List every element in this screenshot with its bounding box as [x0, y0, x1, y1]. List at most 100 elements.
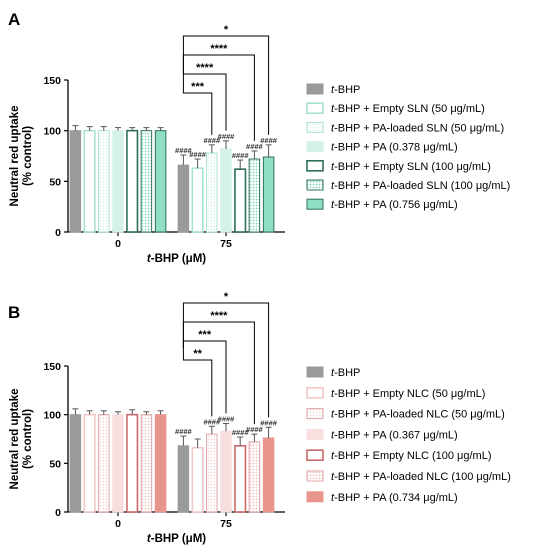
bar-1-1 [191, 167, 204, 233]
legend-swatch [306, 428, 324, 440]
significance-bracket [182, 340, 227, 414]
legend-entry: t-BHP + PA (0.367 μg/mL) [331, 429, 458, 441]
bar-0-2 [98, 130, 110, 233]
bar-1-6 [262, 437, 275, 513]
legend-entry: t-BHP + Empty SLN (50 μg/mL) [331, 103, 485, 115]
significance-bracket [182, 321, 255, 425]
significance-label: *** [198, 329, 212, 341]
significance-label: * [224, 24, 229, 36]
bar-0-5 [140, 414, 153, 513]
y-axis-label-unit: (% control) [22, 409, 34, 469]
bar-1-2 [206, 433, 218, 513]
x-tick-label: 0 [115, 518, 121, 530]
significance-label: **** [196, 62, 214, 74]
bar-0-4 [126, 129, 139, 233]
hash-label: #### [246, 142, 264, 151]
bar-1-1 [191, 446, 204, 513]
y-tick-label: 0 [55, 227, 61, 239]
bar-1-4 [234, 168, 247, 233]
significance-bracket [182, 66, 213, 135]
hash-label: #### [218, 132, 236, 141]
hash-label: #### [260, 418, 278, 427]
legend-entry: t-BHP + PA (0.756 μg/mL) [331, 199, 458, 211]
hash-label: #### [260, 136, 278, 145]
bar-1-6 [262, 156, 275, 233]
significance-bracket [182, 66, 227, 131]
bar-1-5 [248, 158, 261, 233]
significance-label: *** [191, 81, 205, 93]
legend-entry: t-BHP + PA (0.734 μg/mL) [331, 492, 458, 504]
y-axis-label: Neutral red uptake [9, 389, 21, 490]
chart-panel-A: A 0 50 100 150 Neutral red uptake (% control) 0… [8, 10, 510, 265]
hash-label: #### [203, 136, 221, 145]
legend-swatch [306, 198, 324, 210]
significance-label: **** [210, 310, 228, 322]
y-tick-label: 150 [43, 361, 61, 373]
bar-1-2 [206, 152, 218, 233]
bar-0-5 [140, 130, 153, 233]
legend-entry: t-BHP + PA-loaded NLC (100 μg/mL) [331, 471, 511, 483]
legend-entry: t-BHP + PA-loaded NLC (50 μg/mL) [331, 409, 505, 421]
bar-1-5 [248, 441, 261, 513]
hash-label: #### [246, 425, 264, 434]
bar-0-0 [69, 130, 82, 233]
legend-entry: t-BHP + PA-loaded SLN (100 μg/mL) [331, 180, 510, 192]
significance-label: **** [210, 43, 228, 55]
legend-entry: t-BHP + Empty NLC (100 μg/mL) [331, 450, 492, 462]
y-tick-label: 50 [49, 458, 61, 470]
legend-swatch [306, 121, 324, 133]
bar-1-3 [220, 430, 232, 513]
legend-swatch [306, 179, 324, 191]
legend-swatch [306, 408, 324, 420]
significance-bracket [182, 348, 213, 417]
y-tick-label: 100 [43, 410, 61, 422]
hash-label: #### [218, 414, 236, 423]
significance-label: ** [193, 348, 202, 360]
bar-1-4 [234, 445, 247, 513]
hash-label: #### [175, 146, 193, 155]
x-axis-label: t-BHP (μM) [147, 533, 206, 545]
legend-entry: t-BHP [331, 367, 360, 379]
legend-swatch [306, 160, 324, 172]
legend-entry: t-BHP + PA (0.378 μg/mL) [331, 142, 458, 154]
y-tick-label: 100 [43, 126, 61, 138]
hash-label: #### [232, 151, 250, 160]
legend-entry: t-BHP + Empty SLN (100 μg/mL) [331, 161, 491, 173]
chart-panel-B: B 0 50 100 150 Neutral red uptake (% control) 0… [8, 291, 511, 545]
x-tick-label: 0 [115, 238, 121, 250]
legend-swatch [306, 141, 324, 153]
hash-label: #### [232, 428, 250, 437]
bar-0-6 [154, 414, 167, 513]
legend-swatch [306, 83, 324, 95]
bar-1-0 [177, 164, 190, 233]
legend-swatch [306, 366, 324, 378]
bar-0-1 [83, 129, 96, 233]
legend-entry: t-BHP + PA-loaded SLN (50 μg/mL) [331, 122, 504, 134]
significance-bracket [182, 54, 255, 141]
bar-0-6 [154, 130, 167, 233]
y-tick-label: 0 [55, 507, 61, 519]
bar-1-3 [220, 148, 232, 233]
x-tick-label: 75 [220, 518, 232, 530]
hash-label: #### [175, 427, 193, 436]
y-axis-label-unit: (% control) [22, 126, 34, 186]
bar-0-1 [83, 413, 96, 513]
hash-label: #### [189, 150, 207, 159]
bar-0-3 [112, 414, 124, 513]
legend-swatch [306, 102, 324, 114]
y-tick-label: 50 [49, 176, 61, 188]
hash-label: #### [203, 417, 221, 426]
legend-entry: t-BHP [331, 84, 360, 96]
bar-1-0 [177, 445, 190, 513]
x-axis-label: t-BHP (μM) [147, 253, 206, 265]
legend-swatch [306, 386, 324, 399]
bar-0-0 [69, 414, 82, 513]
bar-0-2 [98, 414, 110, 513]
bar-0-4 [126, 413, 139, 513]
y-axis-label: Neutral red uptake [9, 106, 21, 207]
legend-swatch [306, 449, 324, 462]
legend-entry: t-BHP + Empty NLC (50 μg/mL) [331, 388, 485, 400]
y-tick-label: 150 [43, 75, 61, 87]
